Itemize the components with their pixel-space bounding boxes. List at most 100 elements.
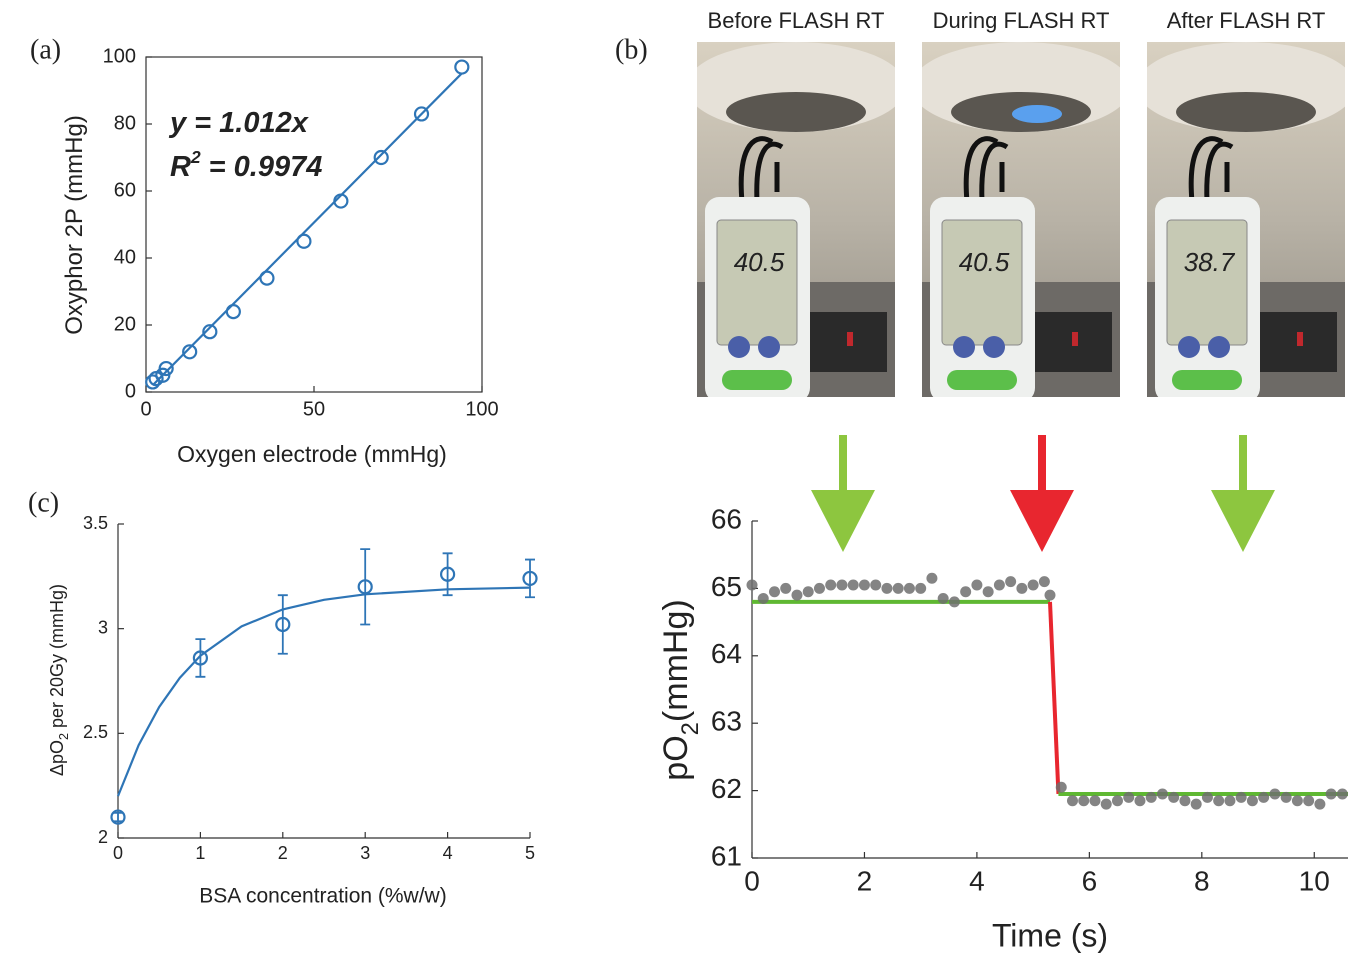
arrow-during bbox=[1010, 435, 1074, 552]
data-point bbox=[847, 579, 859, 591]
label-part: Oxyphor 2P (mmHg) bbox=[61, 115, 88, 335]
data-point bbox=[937, 593, 949, 605]
error-bar bbox=[525, 558, 535, 599]
data-point bbox=[926, 572, 938, 584]
error-bar bbox=[360, 548, 371, 626]
data-point bbox=[768, 586, 780, 598]
data-point bbox=[1016, 582, 1028, 594]
data-point bbox=[948, 596, 960, 608]
label-part: y = 1.012x bbox=[168, 107, 310, 139]
photo bbox=[911, 42, 1131, 402]
y-tick-label: 66 bbox=[711, 503, 742, 534]
y-tick-label: 0 bbox=[125, 380, 136, 402]
label-part: (mmHg) bbox=[657, 599, 695, 722]
data-point bbox=[1066, 795, 1078, 807]
error-bar bbox=[113, 811, 123, 823]
error-bar bbox=[195, 638, 206, 678]
y-tick-label: 40 bbox=[114, 246, 136, 268]
data-point bbox=[915, 582, 927, 594]
photo-title: After FLASH RT bbox=[1167, 8, 1326, 33]
label-part: 2 bbox=[677, 722, 704, 735]
error-bar bbox=[442, 552, 453, 597]
data-point bbox=[1005, 576, 1017, 588]
data-point bbox=[440, 566, 456, 582]
x-tick-label: 3 bbox=[360, 843, 370, 863]
data-point bbox=[202, 324, 218, 340]
data-point bbox=[1303, 795, 1315, 807]
label-part: 2 bbox=[57, 733, 71, 740]
fit-line bbox=[116, 586, 531, 797]
data-point bbox=[960, 586, 972, 598]
annotation: R2 = 0.9974 bbox=[170, 147, 322, 183]
data-point bbox=[522, 570, 538, 587]
data-point bbox=[110, 809, 126, 825]
y-tick-label: 2.5 bbox=[83, 722, 108, 742]
label-part: per 20Gy (mmHg) bbox=[47, 584, 67, 733]
data-point bbox=[1027, 579, 1039, 591]
photo-title: Before FLASH RT bbox=[708, 8, 885, 33]
data-point bbox=[1246, 795, 1258, 807]
data-point bbox=[1111, 795, 1123, 807]
data-point bbox=[1089, 795, 1101, 807]
data-point bbox=[1235, 791, 1247, 803]
photo-during: 40.5 bbox=[911, 42, 1131, 402]
annotation: y = 1.012x bbox=[168, 107, 310, 139]
x-tick-label: 0 bbox=[113, 843, 123, 863]
label-part: ΔpO bbox=[47, 740, 67, 776]
data-point bbox=[413, 106, 430, 122]
data-point bbox=[1258, 791, 1270, 803]
x-tick-label: 100 bbox=[465, 398, 498, 420]
data-point bbox=[858, 579, 870, 591]
data-point bbox=[1156, 788, 1168, 800]
y-tick-label: 3 bbox=[98, 617, 108, 637]
data-point bbox=[903, 582, 915, 594]
y-tick-label: 3.5 bbox=[83, 513, 108, 533]
data-point bbox=[791, 589, 803, 601]
data-point bbox=[1044, 589, 1056, 601]
x-tick-label: 10 bbox=[1299, 866, 1330, 897]
data-point bbox=[757, 593, 769, 605]
error-bar bbox=[277, 594, 288, 655]
y-tick-label: 65 bbox=[711, 571, 742, 602]
label-part: pO bbox=[657, 735, 695, 780]
data-point bbox=[259, 270, 275, 286]
y-tick-label: 61 bbox=[711, 840, 742, 871]
x-tick-label: 4 bbox=[969, 866, 985, 897]
x-tick-label: 5 bbox=[525, 843, 535, 863]
y-tick-label: 60 bbox=[114, 179, 136, 201]
meter-reading: 40.5 bbox=[734, 247, 785, 277]
data-point bbox=[825, 579, 837, 591]
y-tick-label: 20 bbox=[114, 313, 136, 335]
y-tick-label: 2 bbox=[98, 827, 108, 847]
data-point bbox=[1123, 791, 1135, 803]
photo-after: 38.7 bbox=[1136, 42, 1356, 402]
x-tick-label: 1 bbox=[195, 843, 205, 863]
data-point bbox=[881, 582, 893, 594]
x-tick-label: 8 bbox=[1194, 866, 1210, 897]
label-part: = 0.9974 bbox=[201, 151, 323, 183]
x-tick-label: 2 bbox=[278, 843, 288, 863]
data-point bbox=[1145, 791, 1157, 803]
x-tick-label: 50 bbox=[303, 398, 325, 420]
data-point bbox=[1100, 798, 1112, 810]
data-point bbox=[373, 149, 389, 166]
y-tick-label: 100 bbox=[103, 45, 136, 67]
meter-reading: 40.5 bbox=[959, 247, 1010, 277]
arrow-before bbox=[811, 435, 875, 552]
y-tick-label: 62 bbox=[711, 773, 742, 804]
data-point bbox=[892, 582, 904, 594]
panel-label: (a) bbox=[30, 34, 61, 65]
data-point bbox=[1038, 576, 1050, 588]
y-tick-label: 63 bbox=[711, 706, 742, 737]
photo-title: During FLASH RT bbox=[933, 8, 1110, 33]
photo bbox=[1136, 42, 1356, 402]
label-part: R bbox=[170, 151, 191, 183]
photo bbox=[686, 42, 906, 402]
x-tick-label: 0 bbox=[140, 398, 151, 420]
x-tick-label: 0 bbox=[744, 866, 760, 897]
data-point bbox=[780, 582, 792, 594]
label-part: 2 bbox=[190, 147, 201, 167]
data-point bbox=[1168, 791, 1180, 803]
